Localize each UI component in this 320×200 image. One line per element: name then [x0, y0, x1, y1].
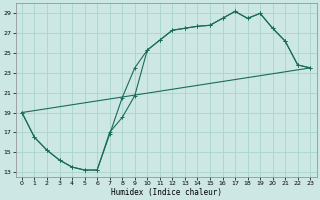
X-axis label: Humidex (Indice chaleur): Humidex (Indice chaleur) — [111, 188, 221, 197]
